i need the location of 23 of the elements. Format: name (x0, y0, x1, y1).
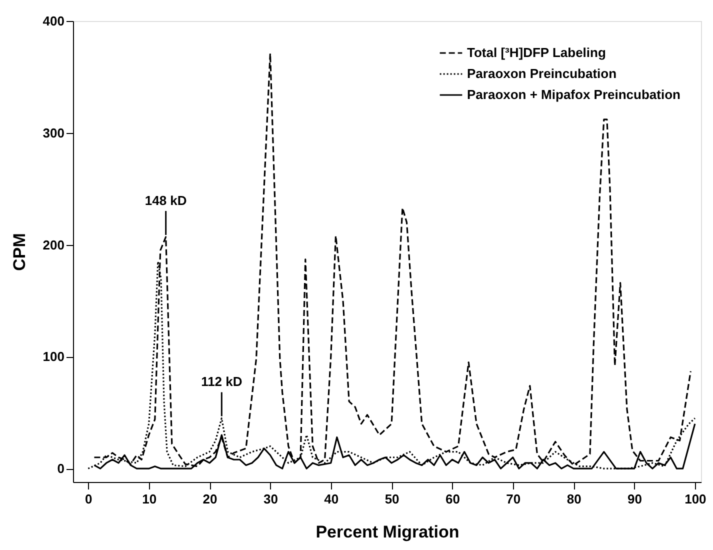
y-tick-label: 400 (42, 14, 64, 28)
x-tick-label: 40 (324, 492, 339, 506)
x-tick-label: 50 (384, 492, 400, 506)
x-tick-label: 20 (202, 492, 218, 506)
x-tick-label: 100 (684, 492, 706, 506)
x-tick-label: 30 (263, 492, 278, 506)
y-tick-label: 100 (42, 349, 64, 364)
legend-label: Paraoxon + Mipafox Preincubation (467, 87, 681, 102)
x-tick-label: 90 (628, 492, 642, 506)
x-tick-label: 80 (566, 492, 582, 506)
legend-label: Total [³H]DFP Labeling (467, 45, 606, 60)
x-axis-title: Percent Migration (316, 522, 460, 542)
x-tick-label: 10 (142, 492, 157, 506)
annotation: 148 kD (144, 192, 187, 208)
legend-label: Paraoxon Preincubation (467, 66, 617, 81)
y-axis-title: CPM (10, 233, 29, 271)
y-tick-label: 0 (57, 461, 64, 476)
x-tick-label: 0 (85, 492, 92, 506)
x-tick-label: 60 (445, 492, 460, 506)
annotation: 112 kD (201, 374, 242, 390)
y-tick-label: 300 (42, 125, 64, 140)
y-tick-label: 200 (42, 237, 64, 252)
x-tick-label: 70 (506, 492, 521, 506)
